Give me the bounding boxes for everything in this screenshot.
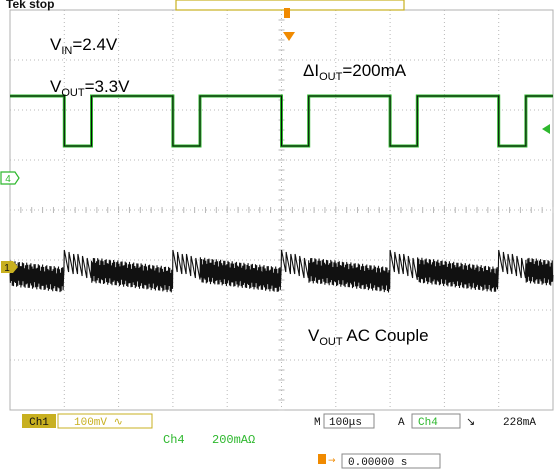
trigger-position-icon <box>284 8 290 18</box>
trigger-source-box <box>411 413 461 429</box>
trigger-source: Ch4 <box>418 417 438 429</box>
trigger-mode: A <box>398 417 405 429</box>
vout-ac-annotation: VOUT AC Couple <box>308 326 429 348</box>
ch1-marker: 1 <box>1 261 18 274</box>
trigger-level-arrow-icon <box>542 124 550 134</box>
trigger-position-arrow: → <box>328 456 336 466</box>
timebase-prefix: M <box>314 417 321 429</box>
trigger-slope-icon: ↘ <box>466 415 475 428</box>
timebase-box <box>323 413 375 429</box>
series-ch4-line-core <box>10 95 553 147</box>
delta-iout-annotation: ΔIOUT=200mA <box>303 61 407 83</box>
ch1-label-box <box>22 414 56 428</box>
graticule-grid <box>9 9 554 411</box>
svg-text:1: 1 <box>4 263 10 274</box>
trigger-position-box <box>341 453 441 469</box>
trigger-arrow-icon <box>283 32 295 41</box>
timebase-value: 100μs <box>329 417 362 429</box>
ch4-scale: 200mAΩ <box>212 433 255 447</box>
ch4-marker: 4 <box>0 171 20 185</box>
svg-text:4: 4 <box>5 174 11 185</box>
ch4-label: Ch4 <box>163 433 185 447</box>
vout-annotation: VOUT=3.3V <box>50 77 130 99</box>
trigger-marker-label: T <box>286 24 292 34</box>
ch1-scale: 100mV ∿ <box>74 417 123 429</box>
trigger-position-readout-icon <box>318 454 326 464</box>
trigger-level: 228mA <box>503 417 536 429</box>
series-ch1-line <box>9 249 554 293</box>
vin-annotation: VIN=2.4V <box>50 35 118 57</box>
scope-status: Tek stop <box>6 0 54 11</box>
trigger-position-value: 0.00000 s <box>348 457 407 469</box>
ch1-scale-box <box>57 413 153 429</box>
ch1-label: Ch1 <box>29 417 49 429</box>
plot-area <box>9 94 554 293</box>
